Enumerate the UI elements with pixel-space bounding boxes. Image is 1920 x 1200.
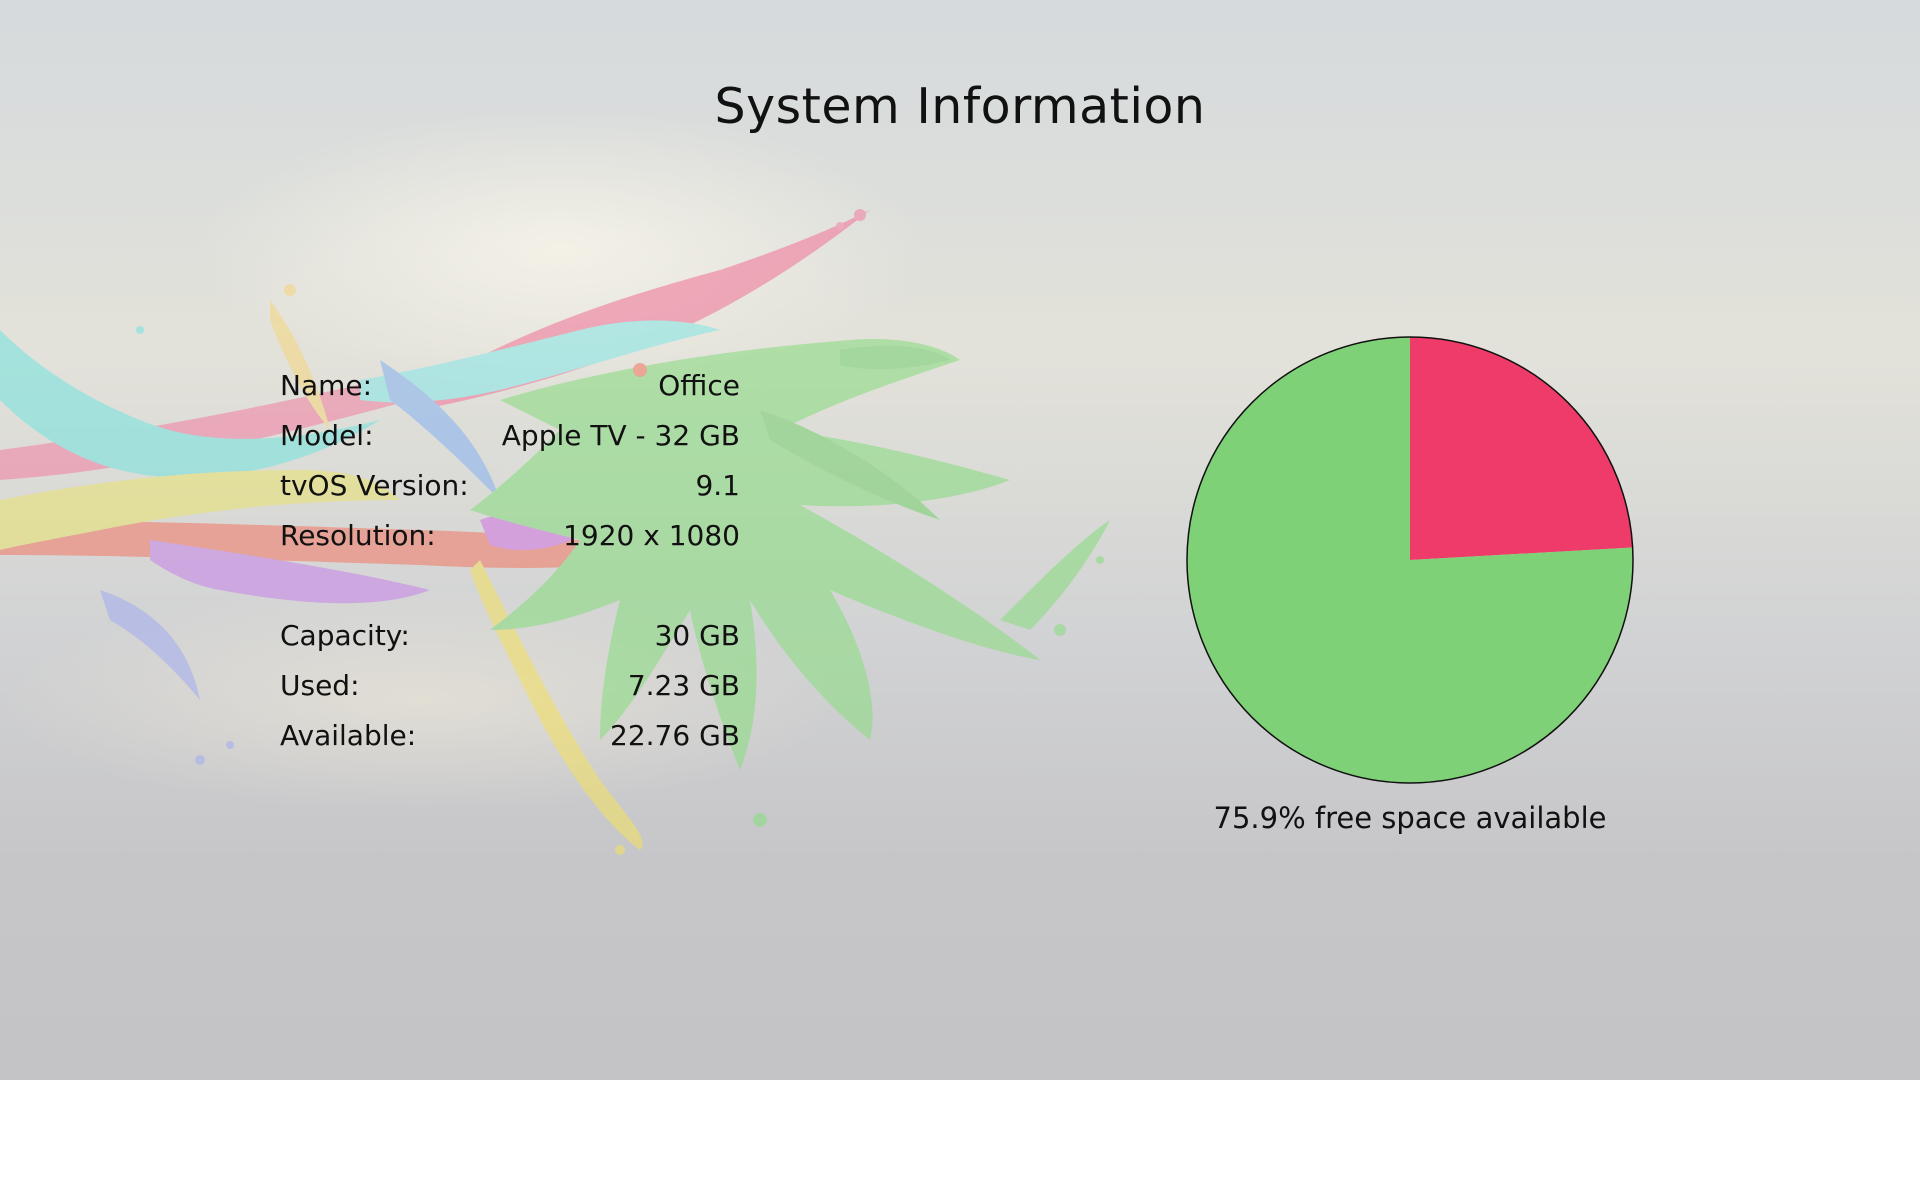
used-value: 7.23 GB xyxy=(627,669,740,702)
model-value: Apple TV - 32 GB xyxy=(501,419,740,452)
info-row-model: Model: Apple TV - 32 GB xyxy=(280,415,740,457)
paint-splash-background xyxy=(0,209,1110,855)
storage-pie-chart xyxy=(1185,335,1635,785)
name-value: Office xyxy=(658,369,740,402)
info-row-tvos-version: tvOS Version: 9.1 xyxy=(280,465,740,507)
tvos-version-label: tvOS Version: xyxy=(280,469,469,502)
free-space-caption: 75.9% free space available xyxy=(1213,801,1607,835)
used-label: Used: xyxy=(280,669,360,702)
available-label: Available: xyxy=(280,719,417,752)
model-label: Model: xyxy=(280,419,374,452)
available-value: 22.76 GB xyxy=(610,719,740,752)
info-row-used: Used: 7.23 GB xyxy=(280,665,740,707)
system-info-screen: System Information Name: Office Model: A… xyxy=(0,0,1920,1080)
pie-outline xyxy=(1186,336,1634,784)
page-title: System Information xyxy=(714,78,1206,135)
tvos-version-value: 9.1 xyxy=(695,469,740,502)
info-row-available: Available: 22.76 GB xyxy=(280,715,740,757)
pie-slice-used xyxy=(1410,337,1633,560)
info-row-resolution: Resolution: 1920 x 1080 xyxy=(280,515,740,557)
name-label: Name: xyxy=(280,369,373,402)
pie-slice-available xyxy=(1187,337,1633,783)
info-row-name: Name: Office xyxy=(280,365,740,407)
capacity-value: 30 GB xyxy=(654,619,740,652)
resolution-label: Resolution: xyxy=(280,519,436,552)
info-row-capacity: Capacity: 30 GB xyxy=(280,615,740,657)
storage-pie-svg xyxy=(1186,336,1634,784)
resolution-value: 1920 x 1080 xyxy=(563,519,740,552)
capacity-label: Capacity: xyxy=(280,619,410,652)
